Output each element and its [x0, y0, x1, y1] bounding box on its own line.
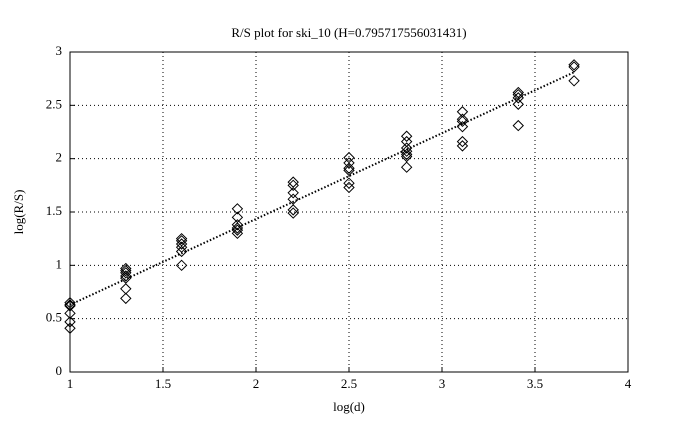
marker — [64, 316, 76, 328]
marker — [120, 292, 132, 305]
marker — [175, 259, 188, 272]
marker — [568, 61, 580, 73]
marker — [512, 98, 524, 110]
x-tick-label: 2 — [253, 376, 260, 391]
marker — [400, 145, 413, 157]
x-tick-label: 4 — [625, 376, 632, 391]
x-tick-label: 1.5 — [155, 376, 171, 391]
marker — [456, 140, 469, 152]
marker — [343, 164, 355, 177]
marker — [287, 204, 299, 216]
y-tick-label: 1 — [56, 256, 63, 271]
marker — [175, 245, 188, 258]
y-tick-label: 3 — [56, 43, 63, 58]
marker — [400, 142, 413, 154]
marker — [231, 224, 244, 236]
marker — [64, 322, 76, 334]
marker — [568, 59, 580, 71]
marker — [287, 207, 299, 219]
marker — [456, 135, 469, 148]
marker — [231, 222, 244, 234]
y-tick-label: 1.5 — [46, 203, 62, 218]
marker — [231, 203, 244, 215]
marker — [456, 115, 469, 128]
marker — [175, 238, 188, 250]
marker — [120, 264, 132, 277]
y-tick-label: 2.5 — [46, 96, 62, 111]
marker — [456, 113, 469, 125]
marker — [120, 270, 132, 282]
marker — [231, 219, 244, 231]
marker — [456, 120, 469, 133]
x-tick-label: 1 — [67, 376, 74, 391]
marker — [568, 75, 580, 87]
chart-title: R/S plot for ski_10 (H=0.795717556031431… — [231, 25, 466, 40]
x-tick-label: 3.5 — [527, 376, 543, 391]
marker — [287, 187, 299, 199]
marker — [343, 157, 355, 169]
x-tick-label: 2.5 — [341, 376, 357, 391]
marker — [343, 162, 355, 174]
x-axis-label: log(d) — [333, 399, 365, 414]
x-tick-label: 3 — [439, 376, 446, 391]
marker — [64, 307, 76, 320]
marker — [175, 232, 188, 245]
marker — [400, 148, 413, 161]
fit-line — [69, 71, 575, 306]
y-tick-label: 2 — [56, 150, 63, 165]
marker — [400, 161, 413, 173]
marker — [287, 179, 299, 192]
marker — [512, 119, 524, 132]
marker — [400, 130, 413, 142]
marker — [120, 267, 132, 279]
y-axis-label: log(R/S) — [11, 190, 26, 235]
plot-frame — [69, 51, 629, 373]
y-tick-label: 0.5 — [46, 310, 62, 325]
y-tick-label: 0 — [56, 363, 63, 378]
marker — [343, 177, 355, 189]
marker — [231, 227, 244, 240]
marker — [175, 241, 188, 253]
marker — [64, 300, 76, 312]
marker — [343, 181, 355, 194]
